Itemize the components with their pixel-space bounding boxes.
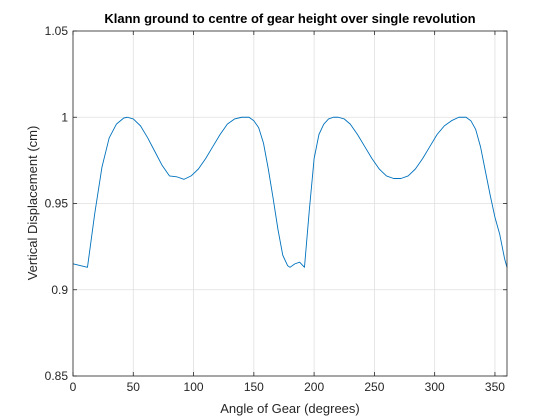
x-tick-label: 50	[127, 380, 141, 394]
series-line	[72, 116, 508, 268]
y-tick-labels: 0.85 0.9 0.95 1 1.05	[45, 24, 69, 383]
y-tick-label: 0.85	[45, 369, 69, 383]
x-tick-labels: 0 50 100 150 200 250 300 350	[70, 380, 506, 394]
chart-title: Klann ground to centre of gear height ov…	[104, 11, 475, 26]
x-tick-label: 150	[244, 380, 264, 394]
x-tick-label: 250	[364, 380, 384, 394]
y-tick-label: 0.95	[45, 197, 69, 211]
tick-marks	[72, 30, 507, 377]
y-tick-label: 1	[61, 110, 68, 124]
x-tick-label: 300	[425, 380, 445, 394]
x-tick-label: 0	[70, 380, 77, 394]
series-layer	[72, 116, 508, 268]
y-tick-label: 0.9	[51, 283, 68, 297]
x-tick-label: 100	[184, 380, 204, 394]
x-axis-label: Angle of Gear (degrees)	[220, 401, 359, 416]
y-axis-label: Vertical Displacement (cm)	[25, 126, 40, 281]
y-tick-label: 1.05	[45, 24, 69, 38]
x-tick-label: 200	[304, 380, 324, 394]
x-tick-label: 350	[485, 380, 505, 394]
